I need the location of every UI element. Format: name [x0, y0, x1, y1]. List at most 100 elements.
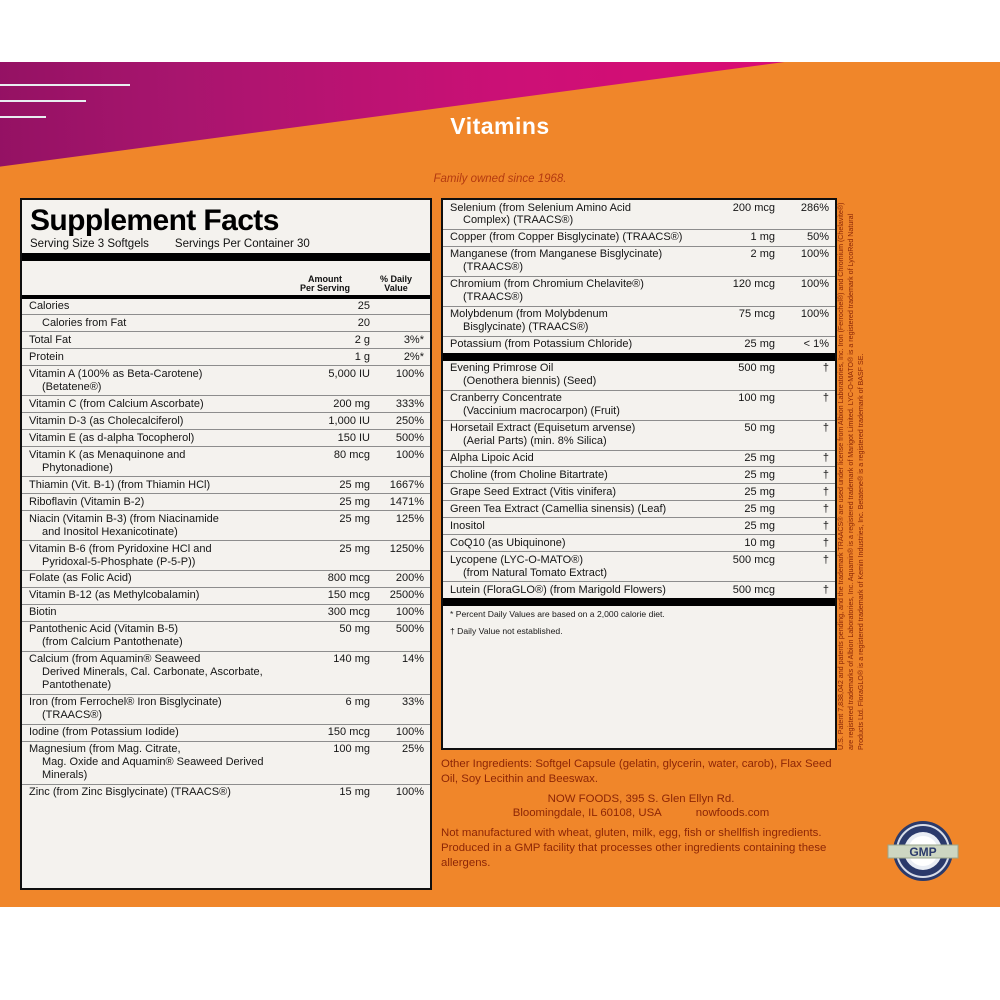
row-divider [22, 586, 430, 588]
nutrient-row: Vitamin B-12 (as Methylcobalamin) 150 mcg… [22, 588, 430, 604]
row-divider [443, 335, 835, 337]
nutrient-daily-value: † [822, 362, 829, 375]
nutrient-row: Potassium (from Potassium Chloride) 25 mg… [443, 337, 835, 353]
nutrient-amount: 140 mg [333, 653, 370, 666]
row-divider [443, 466, 835, 468]
nutrient-daily-value: 250% [395, 414, 424, 427]
row-divider [22, 723, 430, 725]
nutrient-row: Inositol 25 mg † [443, 518, 835, 534]
nutrient-amount: 25 mg [339, 495, 370, 508]
nutrient-amount: 150 mcg [327, 589, 370, 602]
company-address: NOW FOODS, 395 S. Glen Ellyn Rd. Bloomin… [441, 792, 841, 822]
nutrient-amount: 50 mg [339, 623, 370, 636]
footnote-line: * Percent Daily Values are based on a 2,… [450, 609, 665, 620]
nutrient-daily-value: 100% [395, 367, 424, 380]
nutrient-amount: 150 mcg [327, 726, 370, 739]
row-divider [443, 517, 835, 519]
company-website[interactable]: nowfoods.com [695, 807, 770, 820]
row-divider [22, 348, 430, 350]
nutrient-row: Vitamin B-6 (from Pyridoxine HCl and Pyri… [22, 541, 430, 570]
nutrient-subname: (Vaccinium macrocarpon) (Fruit) [463, 405, 620, 418]
nutrient-amount: 80 mcg [333, 448, 370, 461]
nutrient-daily-value: † [822, 422, 829, 435]
serving-info: Serving Size 3 Softgels Servings Per Con… [22, 237, 430, 253]
nutrient-daily-value: 100% [800, 278, 829, 291]
row-divider [443, 305, 835, 307]
nutrient-name: Lycopene (LYC-O-MATO®) (from Natural Toma… [450, 554, 691, 580]
supplement-facts-title: Supplement Facts [30, 204, 279, 237]
row-divider [22, 446, 430, 448]
nutrient-daily-value: 100% [395, 726, 424, 739]
nutrient-name: Evening Primrose Oil (Oenothera biennis) … [450, 362, 691, 388]
nutrient-row: CoQ10 (as Ubiquinone) 10 mg † [443, 535, 835, 551]
nutrient-amount: 25 mg [339, 512, 370, 525]
decor-strip-1 [0, 84, 130, 86]
nutrient-subname: (TRAACS®) [42, 709, 103, 722]
nutrient-subname: Complex) (TRAACS®) [463, 214, 574, 227]
nutrient-row: Manganese (from Manganese Bisglycinate)(… [443, 247, 835, 276]
nutrient-amount: 150 IU [337, 431, 370, 444]
nutrient-row: Riboflavin (Vitamin B-2) 25 mg 1471% [22, 494, 430, 510]
nutrient-row: Vitamin K (as Menaquinone and Phytonadion… [22, 447, 430, 476]
divider-thick-top [22, 252, 430, 261]
nutrient-daily-value: 2500% [389, 589, 424, 602]
nutrient-row: Lutein (FloraGLO®) (from Marigold Flower… [443, 582, 835, 598]
nutrient-daily-value: 3%* [403, 333, 424, 346]
nutrient-daily-value: 100% [800, 248, 829, 261]
nutrient-name: Vitamin K (as Menaquinone and Phytonadion… [29, 449, 286, 475]
nutrient-daily-value: 100% [395, 786, 424, 799]
nutrient-daily-value: † [822, 468, 829, 481]
svg-text:GMP: GMP [909, 845, 936, 859]
nutrient-subname: (Betatene®) [42, 380, 102, 393]
nutrient-daily-value: 125% [395, 512, 424, 525]
nutrient-amount: 25 mg [744, 502, 775, 515]
supplement-facts-panel-left: Supplement Facts Serving Size 3 Softgels… [20, 198, 432, 890]
nutrient-daily-value: † [822, 392, 829, 405]
nutrient-amount: 1 g [354, 350, 370, 363]
decor-strip-3 [0, 116, 46, 118]
nutrient-name: Lutein (FloraGLO®) (from Marigold Flower… [450, 583, 666, 596]
nutrient-name: Cranberry Concentrate (Vaccinium macrocar… [450, 392, 691, 418]
divider-med [22, 294, 430, 299]
nutrient-row: Vitamin C (from Calcium Ascorbate) 200 mg… [22, 396, 430, 412]
nutrient-name: Inositol [450, 519, 485, 532]
row-divider [22, 476, 430, 478]
nutrient-amount: 25 mg [744, 485, 775, 498]
nutrient-name: Riboflavin (Vitamin B-2) [29, 495, 145, 508]
nutrient-subname: (Oenothera biennis) (Seed) [463, 375, 597, 388]
nutrient-daily-value: 100% [395, 448, 424, 461]
nutrient-row: Vitamin A (100% as Beta-Carotene) (Betate… [22, 366, 430, 395]
dv-column-header: % Daily Value [379, 273, 412, 294]
nutrient-daily-value: 1667% [389, 478, 424, 491]
company-city: Bloomingdale, IL 60108, USA [512, 807, 662, 820]
nutrient-subname: Phytonadione) [42, 461, 113, 474]
serving-size: Serving Size 3 Softgels [30, 237, 149, 250]
other-ingredients: Other Ingredients: Softgel Capsule (gela… [441, 758, 832, 785]
nutrient-name: Molybdenum (from Molybdenum Bisglycinate)… [450, 308, 691, 334]
row-divider [443, 275, 835, 277]
company-street: NOW FOODS, 395 S. Glen Ellyn Rd. [547, 792, 735, 805]
row-divider [22, 603, 430, 605]
nutrient-daily-value: † [822, 519, 829, 532]
nutrient-row: Cranberry Concentrate (Vaccinium macrocar… [443, 391, 835, 420]
nutrient-amount: 800 mcg [327, 572, 370, 585]
row-divider [443, 245, 835, 247]
row-divider [22, 569, 430, 571]
nutrient-row: Chromium (from Chromium Chelavite®) (TRAA… [443, 277, 835, 306]
row-divider [22, 429, 430, 431]
row-divider [443, 449, 835, 451]
row-divider [22, 365, 430, 367]
nutrient-daily-value: † [822, 536, 829, 549]
nutrient-amount: 100 mg [333, 743, 370, 756]
row-divider [22, 620, 430, 622]
nutrient-name: Grape Seed Extract (Vitis vinifera) [450, 485, 617, 498]
nutrient-name: Vitamin E (as d-alpha Tocopherol) [29, 431, 195, 444]
nutrient-amount: 5,000 IU [328, 367, 370, 380]
row-divider [22, 331, 430, 333]
nutrient-daily-value: 1471% [389, 495, 424, 508]
nutrient-daily-value: < 1% [803, 338, 829, 351]
nutrient-amount: 25 mg [744, 468, 775, 481]
row-divider [22, 314, 430, 316]
column-headers: Amount Per Serving % Daily Value [22, 261, 430, 295]
